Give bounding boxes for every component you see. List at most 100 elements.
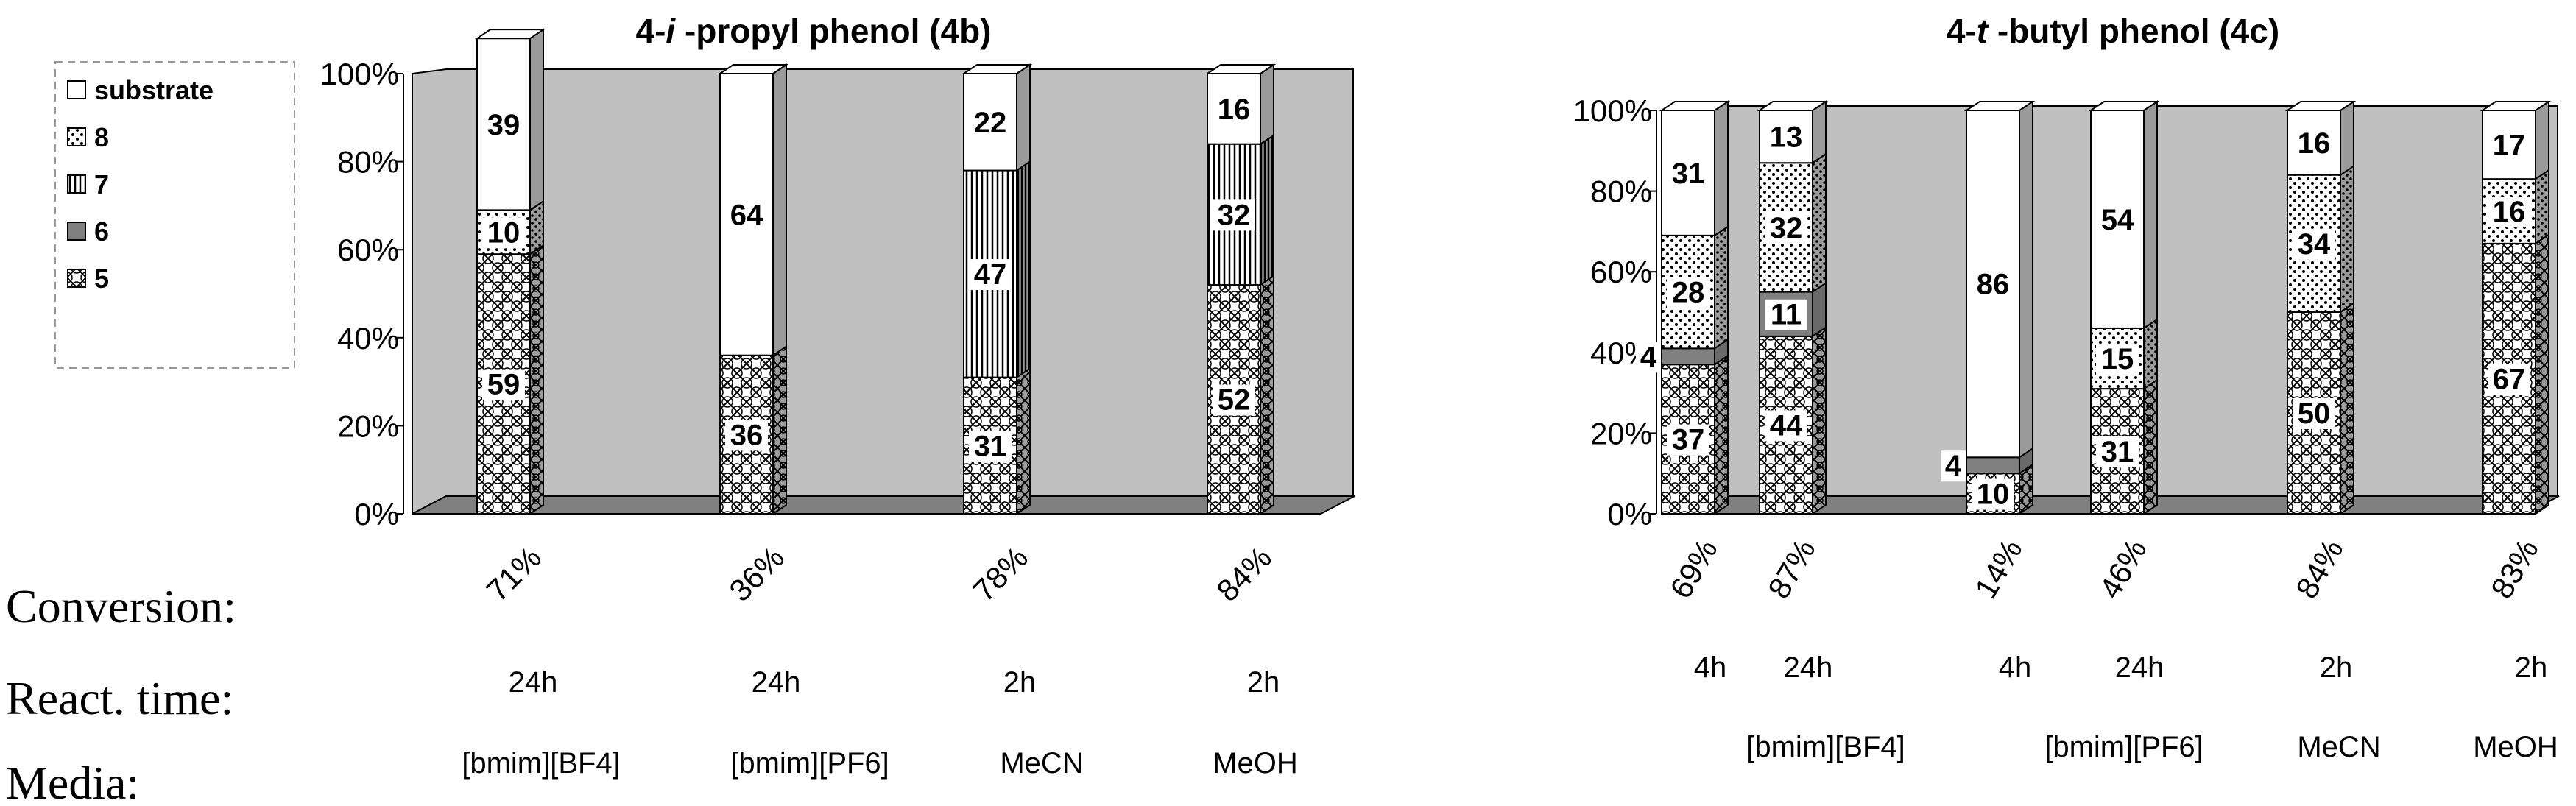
data-label-bg	[482, 369, 525, 400]
chart-title-part: 4-	[636, 12, 666, 50]
data-label-bg	[2488, 364, 2530, 395]
time-label: 24h	[2115, 651, 2164, 684]
data-label-bg	[1667, 424, 1709, 456]
data-label: 11	[1771, 299, 1802, 331]
bar-segment-6	[1966, 456, 2020, 475]
data-label: 86	[1977, 269, 2010, 301]
data-label: 13	[1770, 121, 1803, 154]
bar-side-substrate	[529, 28, 544, 212]
chart-title-part: i	[666, 12, 676, 50]
legend: substrate 8 7 6 5	[54, 61, 295, 369]
media-label: MeOH	[2473, 731, 2558, 763]
data-label: 32	[1770, 212, 1803, 244]
y-tick-label: 80%	[337, 145, 399, 180]
bar-side-5	[2143, 378, 2158, 515]
time-label: 2h	[2515, 651, 2548, 684]
media-label: MeCN	[2297, 731, 2380, 763]
y-tick-label: 100%	[320, 57, 399, 91]
data-label-bg	[2488, 197, 2530, 227]
data-label: 67	[2493, 363, 2526, 395]
bar-side-5	[772, 344, 787, 515]
data-label: 64	[730, 199, 763, 231]
media-label: [bmim][BF4]	[1746, 731, 1905, 763]
data-label-bg	[969, 259, 1012, 291]
bar-side-substrate	[2535, 100, 2549, 181]
legend-swatch-cross	[67, 269, 86, 288]
chart-4b: 4-i -propyl phenol (4b) 0% 20% 40% 60% 80% 100…	[320, 12, 1355, 780]
bar-side-substrate	[2340, 100, 2354, 177]
y-tick-label: 60%	[337, 233, 399, 267]
row-label-time: React. time:	[6, 672, 233, 724]
data-label-bg	[1213, 93, 1255, 125]
conversion-label: 84%	[2289, 534, 2350, 604]
data-label-bg	[1765, 212, 1807, 244]
legend-label: 8	[94, 122, 109, 152]
bar-side-5	[2340, 302, 2354, 515]
y-tick-label: 20%	[1590, 416, 1652, 450]
legend-swatch-white	[67, 80, 86, 99]
data-label-bg	[2488, 130, 2530, 161]
bar-top	[717, 64, 789, 74]
data-label-bg	[482, 217, 525, 249]
data-label-bg	[1765, 410, 1807, 442]
data-label: 4	[1945, 450, 1962, 482]
chart-title: 4-t -butyl phenol (4c)	[1947, 12, 2279, 50]
data-label: 4	[1640, 341, 1657, 373]
bar-side-substrate	[772, 63, 787, 357]
bar-top	[1757, 101, 1829, 111]
data-label-bg	[1667, 158, 1709, 189]
data-label: 31	[1672, 158, 1705, 190]
bar-side-7	[1260, 133, 1274, 286]
media-label: [bmim][PF6]	[730, 747, 889, 780]
data-label: 31	[974, 430, 1007, 462]
data-label-bg	[2096, 436, 2139, 468]
bar-side-5	[1714, 354, 1729, 515]
bar-side-8	[2143, 318, 2158, 390]
bar-top	[1204, 64, 1277, 74]
time-label: 2h	[1003, 666, 1037, 699]
data-label: 50	[2298, 397, 2331, 430]
bar-side-substrate	[2019, 100, 2033, 459]
data-label: 10	[487, 216, 521, 249]
data-label-bg	[2096, 344, 2139, 375]
bar-side-substrate	[1812, 100, 1827, 165]
data-label-bg	[725, 420, 768, 451]
bar-top	[2088, 101, 2160, 111]
bar-side-substrate	[1260, 63, 1274, 146]
data-label-bg	[2096, 204, 2139, 236]
legend-swatch-dots	[67, 127, 86, 146]
data-label: 44	[1770, 409, 1803, 442]
time-label: 4h	[1999, 651, 2032, 684]
bar-top	[2284, 101, 2357, 111]
media-label: [bmim][BF4]	[462, 747, 621, 780]
chart-title-part: -butyl phenol (4c)	[1988, 12, 2279, 50]
data-label-bg	[1972, 478, 2014, 510]
data-label: 54	[2101, 204, 2134, 236]
data-label-bg	[1765, 121, 1807, 153]
bar-side-substrate	[1016, 63, 1031, 172]
data-label-bg	[1213, 384, 1255, 416]
bar-side-substrate	[2143, 100, 2158, 330]
time-label: 4h	[1694, 651, 1727, 684]
data-label: 28	[1672, 277, 1705, 309]
legend-label: substrate	[94, 75, 214, 105]
y-tick-label: 40%	[337, 321, 399, 356]
chart-4c: 4-t -butyl phenol (4c)0%20%40%60%80%100%…	[1573, 12, 2560, 763]
bar-side-8	[1714, 225, 1729, 350]
legend-label: 5	[94, 264, 109, 294]
conversion-label: 87%	[1761, 534, 1822, 604]
conversion-label: 84%	[1210, 540, 1278, 608]
data-label: 15	[2101, 343, 2134, 375]
conversion-label: 83%	[2484, 534, 2545, 604]
data-label-bg	[2293, 127, 2335, 159]
bar-top	[961, 64, 1033, 74]
time-label: 2h	[2320, 651, 2353, 684]
bar-side-5	[1016, 367, 1031, 515]
chart-title-part: 4-	[1947, 12, 1977, 50]
row-labels: Conversion: React. time: Media:	[6, 580, 236, 806]
data-label: 32	[1218, 199, 1251, 231]
data-label-bg	[1636, 342, 1661, 373]
bar-side-8	[1812, 152, 1827, 294]
data-label-bg	[725, 199, 768, 231]
